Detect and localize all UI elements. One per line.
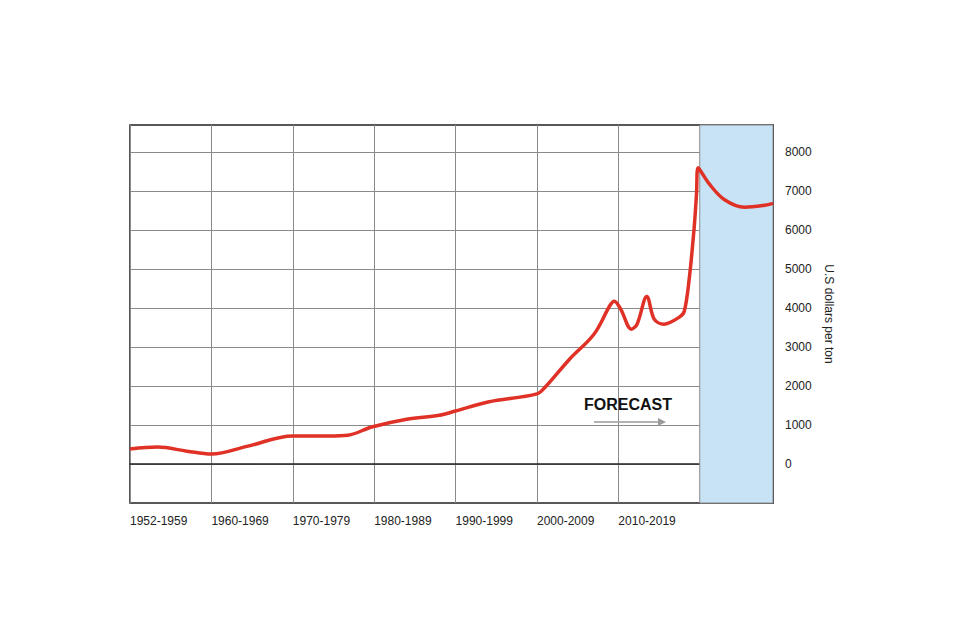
svg-text:6000: 6000 — [785, 223, 812, 237]
svg-text:2000-2009: 2000-2009 — [537, 514, 595, 528]
svg-text:FORECAST: FORECAST — [584, 396, 672, 413]
svg-text:7000: 7000 — [785, 184, 812, 198]
svg-text:1970-1979: 1970-1979 — [293, 514, 351, 528]
svg-text:1952-1959: 1952-1959 — [130, 514, 188, 528]
svg-text:0: 0 — [785, 457, 792, 471]
svg-text:2000: 2000 — [785, 379, 812, 393]
svg-text:1000: 1000 — [785, 418, 812, 432]
svg-text:1960-1969: 1960-1969 — [211, 514, 269, 528]
svg-text:1980-1989: 1980-1989 — [374, 514, 432, 528]
svg-text:5000: 5000 — [785, 262, 812, 276]
svg-text:4000: 4000 — [785, 301, 812, 315]
svg-text:3000: 3000 — [785, 340, 812, 354]
svg-text:U.S dollars per ton: U.S dollars per ton — [822, 264, 836, 363]
svg-text:1990-1999: 1990-1999 — [456, 514, 514, 528]
svg-text:2010-2019: 2010-2019 — [618, 514, 676, 528]
svg-text:8000: 8000 — [785, 145, 812, 159]
